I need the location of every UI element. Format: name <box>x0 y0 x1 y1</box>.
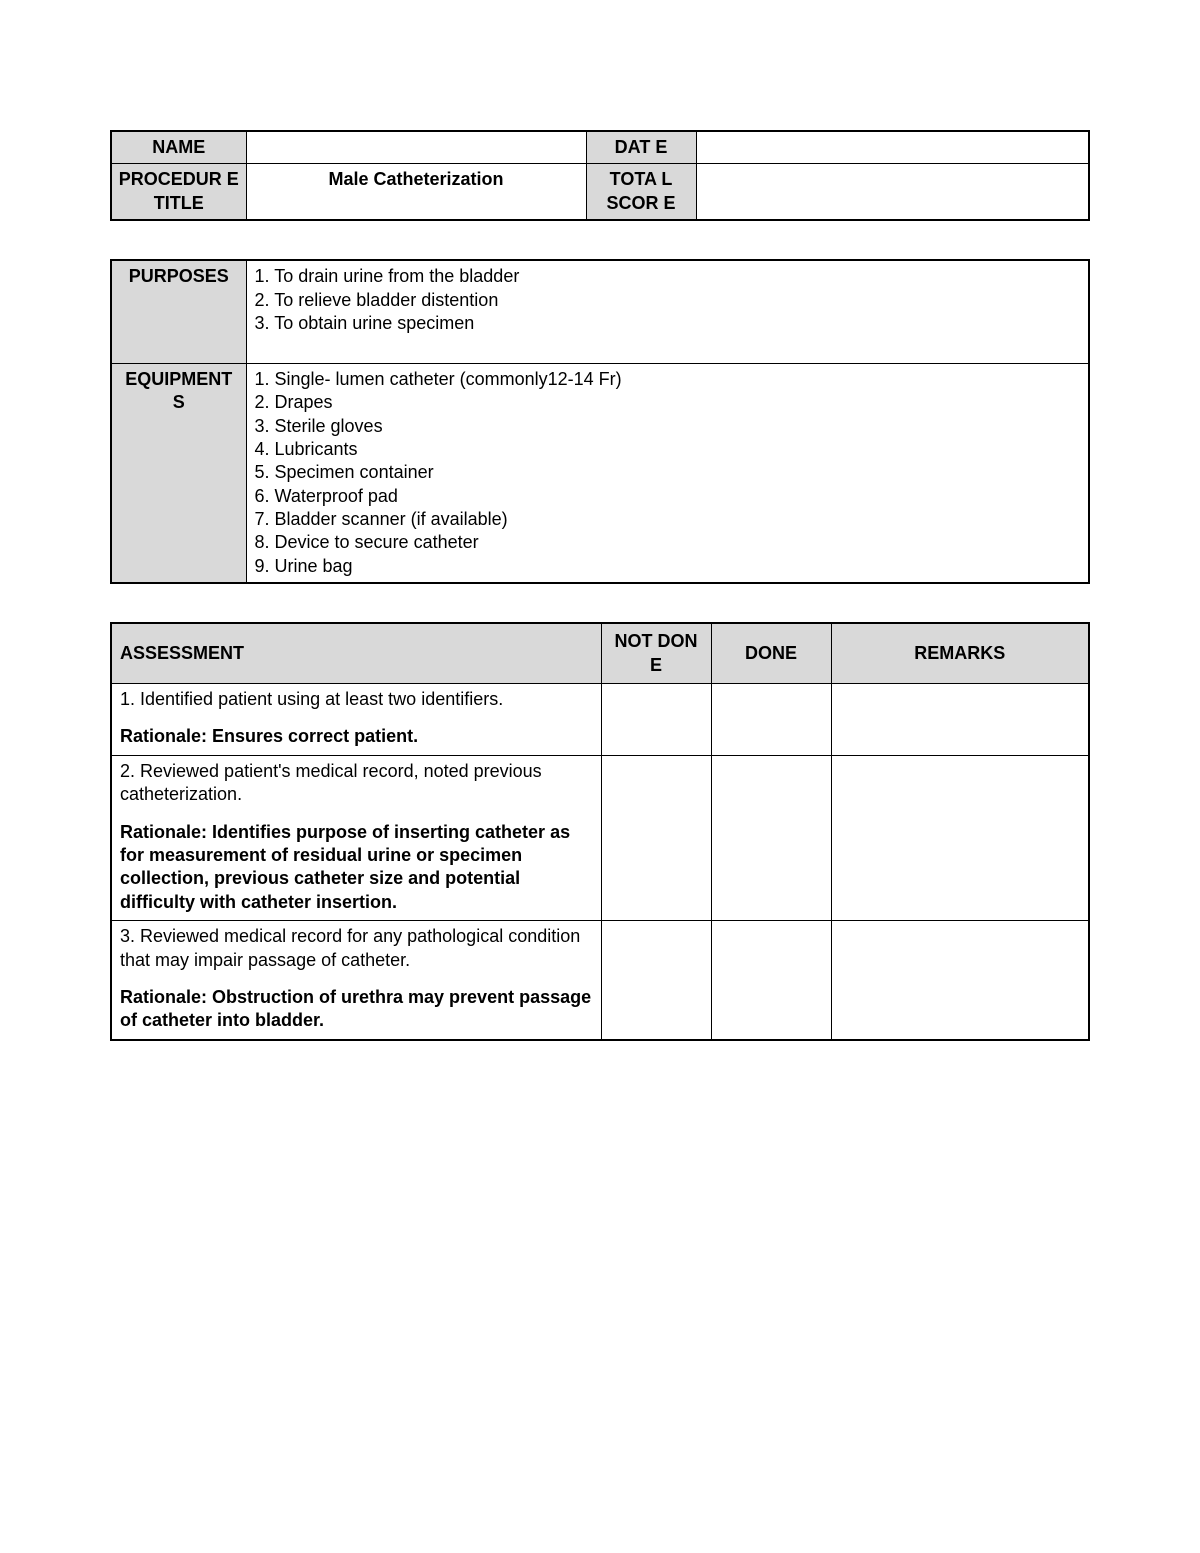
cell-remarks <box>831 921 1089 1040</box>
equipments-list: 1. Single- lumen catheter (commonly12-14… <box>246 363 1089 583</box>
col-done: DONE <box>711 623 831 683</box>
assessment-step: 2. Reviewed patient's medical record, no… <box>120 760 593 807</box>
cell-done <box>711 755 831 920</box>
assessment-rationale: Rationale: Ensures correct patient. <box>120 725 593 748</box>
purpose-item: 1. To drain urine from the bladder <box>255 265 1081 288</box>
assessment-row: 2. Reviewed patient's medical record, no… <box>111 755 1089 920</box>
assessment-row: 1. Identified patient using at least two… <box>111 684 1089 756</box>
cell-not-done <box>601 755 711 920</box>
label-name: NAME <box>111 131 246 164</box>
equipment-item: 5. Specimen container <box>255 461 1081 484</box>
purpose-item: 3. To obtain urine specimen <box>255 312 1081 335</box>
label-date: DAT E <box>586 131 696 164</box>
equipment-item: 8. Device to secure catheter <box>255 531 1081 554</box>
label-procedure: PROCEDUR E TITLE <box>111 164 246 220</box>
equipment-item: 2. Drapes <box>255 391 1081 414</box>
purposes-equipment-table: PURPOSES 1. To drain urine from the blad… <box>110 259 1090 584</box>
value-name <box>246 131 586 164</box>
assessment-rationale: Rationale: Obstruction of urethra may pr… <box>120 986 593 1033</box>
cell-remarks <box>831 684 1089 756</box>
assessment-table: ASSESSMENT NOT DON E DONE REMARKS 1. Ide… <box>110 622 1090 1040</box>
assessment-rationale: Rationale: Identifies purpose of inserti… <box>120 821 593 915</box>
label-total-score: TOTA L SCOR E <box>586 164 696 220</box>
purposes-list: 1. To drain urine from the bladder 2. To… <box>246 260 1089 363</box>
cell-done <box>711 921 831 1040</box>
assessment-row: 3. Reviewed medical record for any patho… <box>111 921 1089 1040</box>
equipment-item: 6. Waterproof pad <box>255 485 1081 508</box>
value-total-score <box>696 164 1089 220</box>
label-purposes: PURPOSES <box>111 260 246 363</box>
assessment-step: 1. Identified patient using at least two… <box>120 688 593 711</box>
cell-done <box>711 684 831 756</box>
header-table: NAME DAT E PROCEDUR E TITLE Male Cathete… <box>110 130 1090 221</box>
col-assessment: ASSESSMENT <box>111 623 601 683</box>
assessment-step: 3. Reviewed medical record for any patho… <box>120 925 593 972</box>
equipment-item: 9. Urine bag <box>255 555 1081 578</box>
col-not-done: NOT DON E <box>601 623 711 683</box>
value-date <box>696 131 1089 164</box>
equipment-item: 7. Bladder scanner (if available) <box>255 508 1081 531</box>
label-equipments: EQUIPMENT S <box>111 363 246 583</box>
cell-remarks <box>831 755 1089 920</box>
value-procedure: Male Catheterization <box>246 164 586 220</box>
cell-not-done <box>601 921 711 1040</box>
cell-not-done <box>601 684 711 756</box>
equipment-item: 3. Sterile gloves <box>255 415 1081 438</box>
purpose-item: 2. To relieve bladder distention <box>255 289 1081 312</box>
col-remarks: REMARKS <box>831 623 1089 683</box>
equipment-item: 4. Lubricants <box>255 438 1081 461</box>
equipment-item: 1. Single- lumen catheter (commonly12-14… <box>255 368 1081 391</box>
